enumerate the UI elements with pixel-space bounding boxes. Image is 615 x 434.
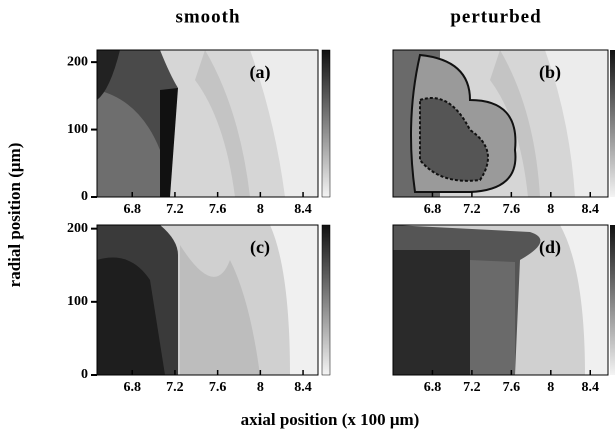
field-d — [393, 225, 608, 375]
panel-label: (d) — [539, 237, 561, 258]
x-tick-label: 7.6 — [209, 202, 227, 217]
panel-label: (b) — [539, 62, 561, 83]
x-tick-label: 6.8 — [424, 380, 442, 395]
y-tick-label: 0 — [81, 189, 88, 204]
colorbar — [321, 224, 331, 376]
plot-frame — [96, 49, 319, 198]
x-tick-label: 6.8 — [424, 202, 442, 217]
x-tick-label: 8.4 — [581, 202, 599, 217]
x-tick-label: 8.4 — [581, 380, 599, 395]
x-tick-label: 7.6 — [503, 202, 521, 217]
x-tick-label: 8 — [547, 380, 554, 395]
y-tick-label: 200 — [67, 221, 88, 236]
colorbar — [610, 225, 615, 375]
x-tick-label: 8 — [257, 202, 264, 217]
x-tick-label: 8 — [257, 380, 264, 395]
column-title: smooth — [175, 6, 240, 27]
x-axis-label: axial position (x 100 μm) — [241, 410, 420, 429]
panel-label: (a) — [250, 62, 271, 83]
y-tick-label: 100 — [67, 294, 88, 309]
y-tick-label: 200 — [67, 54, 88, 69]
y-tick-label: 100 — [67, 122, 88, 137]
field-b — [393, 50, 608, 197]
plot-frame — [96, 224, 319, 376]
x-tick-label: 8.4 — [294, 380, 312, 395]
x-tick-label: 7.2 — [463, 202, 481, 217]
colorbar — [321, 49, 331, 198]
x-tick-label: 8 — [547, 202, 554, 217]
y-axis-label: radial position (μm) — [5, 143, 24, 288]
y-tick-label: 0 — [81, 367, 88, 382]
plot-frame — [392, 49, 609, 198]
panel-label: (c) — [250, 237, 270, 258]
x-tick-label: 7.6 — [503, 380, 521, 395]
field-a — [97, 50, 318, 197]
column-title: perturbed — [450, 6, 541, 27]
field-c — [97, 225, 318, 375]
x-tick-label: 7.2 — [463, 380, 481, 395]
x-tick-label: 7.2 — [166, 202, 184, 217]
plot-frame — [392, 224, 609, 376]
x-tick-label: 6.8 — [123, 380, 141, 395]
x-tick-label: 6.8 — [123, 202, 141, 217]
x-tick-label: 7.2 — [166, 380, 184, 395]
x-tick-label: 8.4 — [294, 202, 312, 217]
x-tick-label: 7.6 — [209, 380, 227, 395]
colorbar — [610, 50, 615, 197]
